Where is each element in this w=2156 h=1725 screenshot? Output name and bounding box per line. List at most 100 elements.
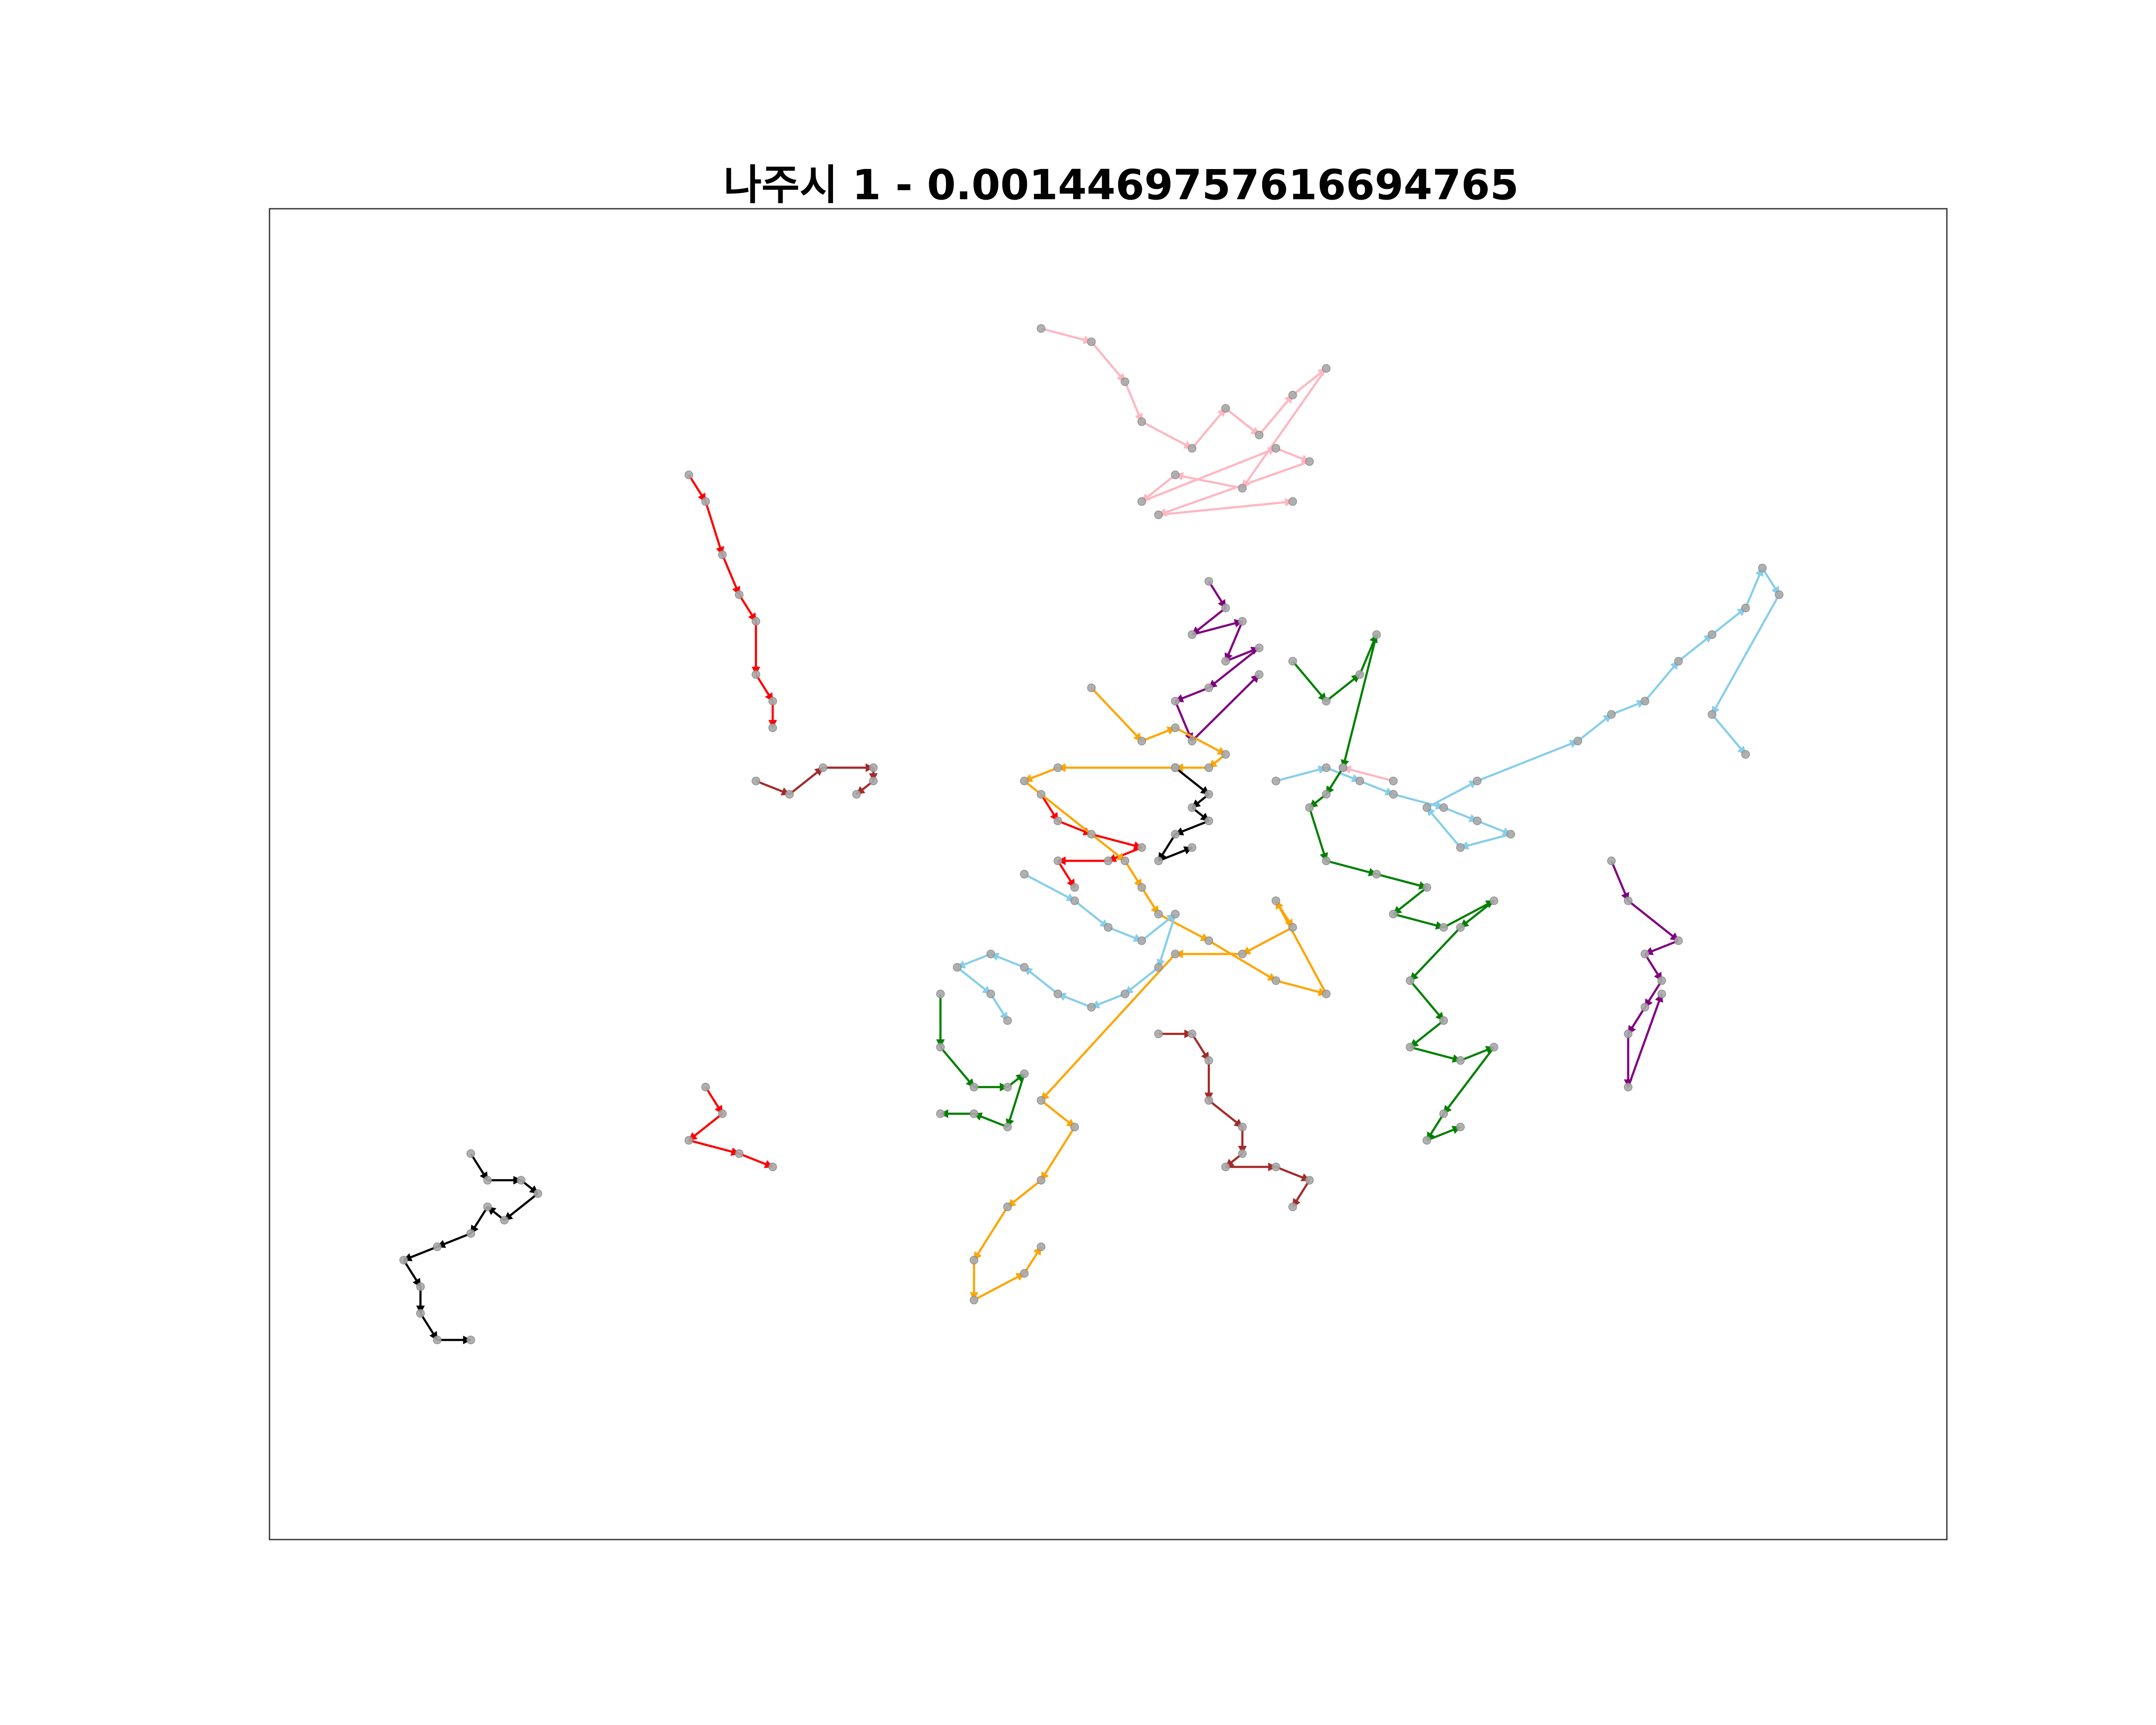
node-point — [1238, 1149, 1247, 1158]
node-point — [1322, 696, 1331, 706]
edge-arrow — [1325, 767, 1344, 795]
edge-arrow — [1627, 1007, 1646, 1035]
node-point — [1204, 1096, 1213, 1105]
node-point — [785, 790, 794, 799]
node-point — [1053, 816, 1062, 825]
node-point — [936, 989, 945, 998]
node-point — [466, 1336, 475, 1345]
node-point — [1439, 1109, 1448, 1118]
node-point — [1204, 816, 1213, 825]
node-point — [1674, 936, 1683, 945]
node-point — [986, 950, 995, 959]
edge-arrow — [956, 953, 991, 969]
edge-arrow — [1141, 887, 1159, 915]
node-point — [1188, 444, 1197, 453]
edge-arrow — [1258, 394, 1294, 436]
node-point — [1389, 776, 1398, 785]
edge-arrow — [1057, 860, 1076, 888]
node-point — [1775, 590, 1783, 599]
node-point — [1456, 1123, 1465, 1132]
edge-arrow — [1175, 727, 1227, 756]
edge-arrow — [789, 767, 824, 795]
node-point — [1489, 1043, 1498, 1052]
node-point — [1322, 763, 1331, 772]
node-point — [500, 1216, 509, 1225]
edge-arrow — [1744, 567, 1764, 608]
edge-arrow — [470, 1153, 489, 1181]
node-point — [433, 1336, 442, 1345]
node-point — [1439, 1016, 1448, 1025]
edge-arrow — [1124, 860, 1143, 888]
node-point — [1456, 923, 1465, 932]
edge-arrow — [1577, 713, 1612, 742]
node-point — [1255, 670, 1264, 679]
node-point — [969, 1295, 978, 1305]
edge-arrow — [1326, 766, 1361, 782]
node-point — [1003, 1016, 1012, 1025]
edge-arrow — [688, 474, 707, 502]
edge-arrow — [755, 780, 790, 796]
edge-arrow — [1341, 634, 1378, 769]
node-point — [1120, 856, 1129, 866]
node-point — [1238, 950, 1247, 959]
node-point — [1020, 1069, 1029, 1078]
node-point — [936, 1043, 945, 1052]
edge-arrow — [688, 1113, 723, 1142]
node-point — [1272, 1162, 1280, 1171]
node-point — [1473, 776, 1482, 785]
node-point — [869, 763, 878, 772]
edge-arrow — [1460, 900, 1495, 928]
edge-arrow — [1359, 780, 1395, 796]
node-point — [818, 763, 827, 772]
node-point — [1020, 776, 1029, 785]
node-point — [1238, 617, 1247, 626]
node-point — [1758, 564, 1767, 573]
edge-arrow — [973, 1112, 1008, 1128]
node-point — [1288, 923, 1297, 932]
edge-arrow — [1393, 793, 1445, 810]
node-point — [735, 590, 744, 599]
node-point — [1288, 391, 1297, 400]
edge-arrow — [1610, 860, 1630, 902]
node-point — [969, 1255, 978, 1264]
node-point — [1456, 1056, 1465, 1065]
edge-arrow — [1023, 1246, 1042, 1274]
node-point — [852, 790, 861, 799]
node-point — [768, 723, 777, 732]
edge-arrow — [504, 1192, 539, 1221]
edge-arrow — [1141, 474, 1176, 502]
node-point — [1255, 643, 1264, 652]
edge-arrow — [705, 1086, 724, 1115]
edge-arrow — [1275, 1166, 1310, 1182]
node-point — [1087, 830, 1096, 839]
node-point — [1104, 923, 1112, 932]
node-point — [1204, 1056, 1213, 1065]
node-point — [1657, 989, 1666, 998]
edge-arrow — [1426, 807, 1461, 848]
edge-arrow — [721, 554, 740, 596]
node-point — [1204, 936, 1213, 945]
node-point — [684, 1136, 693, 1145]
edge-arrow — [1376, 873, 1428, 890]
edge-arrow — [1174, 472, 1243, 489]
edge-arrow — [1040, 1126, 1076, 1181]
edge-arrow — [1443, 806, 1478, 822]
node-point — [752, 617, 761, 626]
edge-arrow — [705, 501, 724, 556]
node-point — [986, 989, 995, 998]
edge-arrow — [956, 966, 992, 995]
edge-arrow — [1023, 966, 1059, 995]
node-point — [1171, 950, 1180, 959]
node-point — [701, 497, 710, 506]
edge-arrow — [1426, 1126, 1461, 1142]
edge-arrow — [1191, 674, 1260, 742]
node-point — [1741, 750, 1750, 759]
edge-arrow — [990, 993, 1009, 1022]
edge-arrow — [1174, 687, 1210, 703]
edge-arrow — [403, 1259, 422, 1288]
edge-arrow — [1275, 900, 1294, 928]
edge-arrow — [1040, 1099, 1075, 1128]
node-point — [1137, 843, 1146, 852]
edge-arrow — [1141, 913, 1176, 942]
